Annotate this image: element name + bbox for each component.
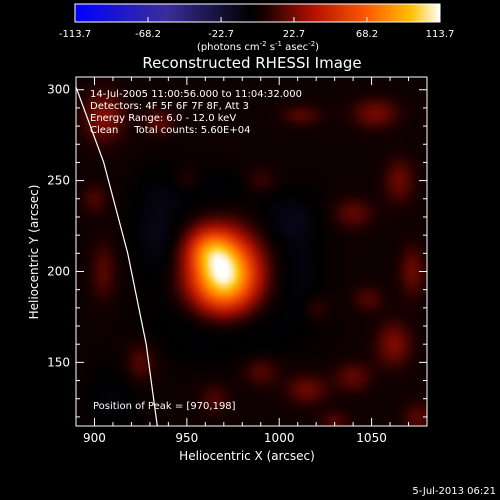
colorbar-tick-label: 22.7 — [283, 29, 305, 40]
colorbar-tick-label: -113.7 — [59, 29, 91, 40]
colorbar-tick-label: -22.7 — [208, 29, 234, 40]
peak-position-label: Position of Peak = [970,198] — [93, 401, 236, 412]
colorbar-ticks — [74, 17, 441, 22]
x-tick-label: 900 — [83, 431, 106, 445]
annotation-detectors: Detectors: 4F 5F 6F 7F 8F, Att 3 — [90, 101, 249, 112]
colorbar-tick-labels: -113.7 -68.2 -22.7 22.7 68.2 113.7 — [59, 29, 454, 40]
colorbar-tick-label: 68.2 — [356, 29, 378, 40]
annotation-energy-range: Energy Range: 6.0 - 12.0 keV — [90, 113, 236, 124]
observation-annotations: 14-Jul-2005 11:00:56.000 to 11:04:32.000… — [90, 89, 302, 136]
x-tick-labels: 900 950 1000 1050 — [83, 431, 387, 445]
solar-limb-line — [76, 85, 158, 426]
colorbar-tick-label: -68.2 — [135, 29, 161, 40]
annotation-time-range: 14-Jul-2005 11:00:56.000 to 11:04:32.000 — [90, 89, 302, 100]
x-tick-label: 950 — [175, 431, 198, 445]
y-tick-labels: 150 200 250 300 — [47, 83, 70, 370]
y-axis-label: Heliocentric Y (arcsec) — [27, 185, 41, 320]
y-tick-label: 200 — [47, 264, 70, 278]
render-timestamp: 5-Jul-2013 06:21 — [412, 486, 496, 497]
heatmap — [76, 77, 427, 426]
colorbar — [74, 3, 441, 23]
y-tick-label: 250 — [47, 174, 70, 188]
annotation-algorithm-counts: Clean Total counts: 5.60E+04 — [90, 125, 250, 136]
plot-frame — [75, 76, 428, 427]
x-tick-label: 1050 — [356, 431, 387, 445]
colorbar-tick-label: 113.7 — [426, 29, 455, 40]
x-tick-label: 1000 — [264, 431, 295, 445]
axis-ticks — [75, 77, 428, 426]
chart-title: Reconstructed RHESSI Image — [142, 54, 361, 72]
x-axis-label: Heliocentric X (arcsec) — [179, 449, 315, 463]
y-tick-label: 150 — [47, 355, 70, 369]
colorbar-unit-label: (photons cm-2 s-1 asec-2) — [197, 40, 319, 53]
y-tick-label: 300 — [47, 83, 70, 97]
